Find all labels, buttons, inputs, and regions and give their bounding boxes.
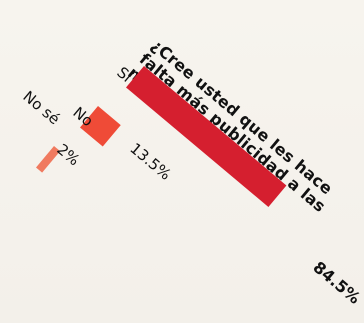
category-label-no-s-: No sé <box>19 87 63 128</box>
bar-no <box>80 106 121 147</box>
chart-title-line-2: falta más publicidad a las <box>136 49 330 216</box>
bar-no-s- <box>36 146 61 173</box>
chart-title: ¿Cree usted que les hace falta más publi… <box>124 36 336 216</box>
bar-group-no-s-: No sé 2% <box>19 87 83 173</box>
bar-s- <box>126 66 287 207</box>
value-label-no-s-: 2% <box>53 140 83 169</box>
value-label-no: 13.5% <box>126 139 174 183</box>
value-label-s-: 84.5% <box>309 258 364 308</box>
